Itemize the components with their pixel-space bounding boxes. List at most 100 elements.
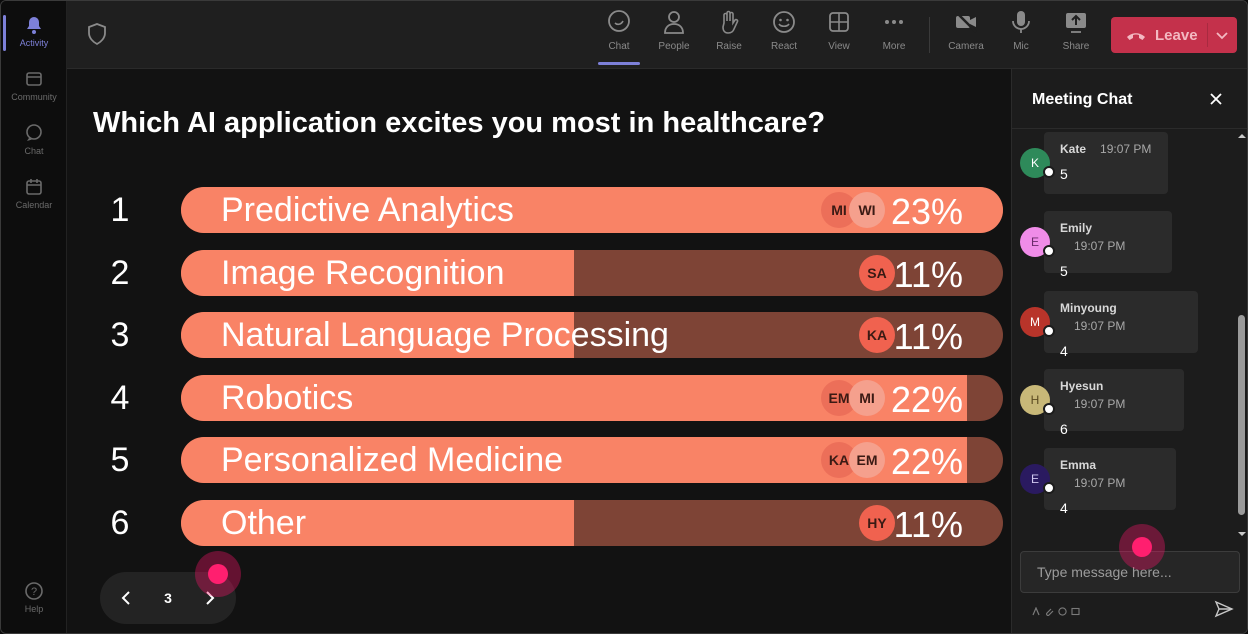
toolbar-view-button[interactable]: View: [814, 9, 864, 63]
presence-dot: [1043, 482, 1055, 494]
message-text: 6: [1060, 421, 1068, 437]
camera-off-icon: [955, 11, 977, 33]
poll-option-bar: Personalized Medicine KA EM 22%: [181, 437, 1003, 483]
toolbar-more-button[interactable]: More: [869, 9, 919, 63]
poll-option-label: Natural Language Processing: [221, 316, 669, 354]
toolbar-react-button[interactable]: React: [759, 9, 809, 63]
shield-icon[interactable]: [87, 23, 107, 45]
presence-dot: [1043, 245, 1055, 257]
poll-option-number: 4: [110, 379, 130, 417]
poll-option-label: Other: [221, 504, 307, 542]
message-bubble: Minyoung 19:07 PM 4: [1044, 291, 1198, 359]
presence-dot: [1043, 325, 1055, 337]
message-time: 19:07 PM: [1074, 397, 1126, 411]
poll-option-percent: 23%: [890, 191, 963, 232]
meeting-toolbar: Chat People Raise React View More Camera: [67, 1, 1247, 69]
chevron-left-icon[interactable]: [116, 588, 136, 608]
poll-option-row[interactable]: 2 Image Recognition SA 11%: [67, 250, 1011, 298]
voter-avatar: EM: [849, 442, 885, 478]
toolbar-divider: [929, 17, 930, 53]
chat-message: Hyesun19:07 PM 6 H: [1020, 369, 1230, 437]
toolbar-label: View: [828, 41, 850, 52]
chevron-down-icon[interactable]: [1211, 24, 1233, 46]
poll-option-row[interactable]: 6 Other HY 11%: [67, 500, 1011, 548]
share-icon: [1066, 13, 1086, 33]
leave-divider: [1207, 23, 1208, 47]
rail-item-label: Calendar: [15, 200, 53, 210]
rail-item-label: Activity: [19, 38, 49, 48]
toolbar-label: Raise: [716, 41, 742, 52]
poll-option-row[interactable]: 1 Predictive Analytics MI WI 23%: [67, 187, 1011, 235]
rail-item-label: Community: [11, 92, 57, 102]
rail-item-calendar[interactable]: Calendar: [1, 171, 67, 223]
svg-text:?: ?: [31, 586, 37, 598]
toolbar-camera-button[interactable]: Camera: [941, 9, 991, 63]
toolbar-chat-button[interactable]: Chat: [594, 9, 644, 65]
message-sender: Kate: [1060, 142, 1087, 156]
poll-option-row[interactable]: 5 Personalized Medicine KA EM 22%: [67, 437, 1011, 485]
scroll-down-arrow-icon[interactable]: [1237, 529, 1247, 539]
smile-icon: [773, 11, 795, 33]
chat-scrollbar-thumb[interactable]: [1238, 315, 1245, 515]
chevron-right-icon[interactable]: [200, 588, 220, 608]
rail-item-community[interactable]: Community: [1, 63, 67, 115]
close-icon[interactable]: [1208, 91, 1224, 107]
message-text: 5: [1060, 166, 1068, 182]
chat-icon: [26, 124, 42, 141]
scroll-up-arrow-icon[interactable]: [1237, 131, 1247, 141]
poll-option-percent: 22%: [890, 379, 963, 420]
format-icon[interactable]: [1032, 603, 1041, 616]
toolbar-label: Mic: [1013, 41, 1029, 52]
hand-icon: [722, 10, 739, 34]
rail-item-help[interactable]: ? Help: [1, 575, 67, 627]
community-icon: [26, 72, 42, 86]
message-bubble: Emma 19:07 PM 4: [1044, 448, 1176, 516]
poll-option-number: 2: [110, 254, 130, 292]
poll-option-bar: Predictive Analytics MI WI 23%: [181, 187, 1003, 233]
attach-icon[interactable]: [1045, 603, 1054, 616]
presence-dot: [1043, 166, 1055, 178]
people-icon: [664, 11, 684, 34]
phone-hangup-icon: [1127, 33, 1145, 40]
poll-option-row[interactable]: 3 Natural Language Processing KA 11%: [67, 312, 1011, 360]
toolbar-label: Chat: [608, 41, 630, 52]
calendar-icon: [26, 179, 42, 195]
compose-toolbar: [1032, 603, 1080, 616]
leave-button[interactable]: Leave: [1111, 17, 1237, 53]
chat-message-input[interactable]: [1020, 551, 1240, 593]
bell-icon: [27, 17, 41, 34]
meeting-chat-panel: Meeting Chat Kate 19:07 PM 5 K Emily19:07…: [1011, 69, 1247, 633]
message-bubble: Hyesun 19:07 PM 6: [1044, 369, 1184, 437]
toolbar-label: People: [658, 41, 690, 52]
rail-item-activity[interactable]: Activity: [1, 9, 67, 61]
send-icon[interactable]: [1214, 599, 1234, 619]
poll-option-label: Predictive Analytics: [221, 191, 514, 229]
message-sender: Minyoung: [1060, 301, 1117, 315]
toolbar-raise-button[interactable]: Raise: [704, 9, 754, 63]
toolbar-share-button[interactable]: Share: [1051, 9, 1101, 63]
toolbar-mic-button[interactable]: Mic: [996, 9, 1046, 63]
pointer-indicator: [1119, 524, 1165, 570]
toolbar-people-button[interactable]: People: [649, 9, 699, 63]
poll-option-number: 1: [110, 191, 130, 229]
poll-option-row[interactable]: 4 Robotics EM MI 22%: [67, 375, 1011, 423]
gif-icon[interactable]: [1071, 603, 1080, 616]
chat-message: Minyoung19:07 PM 4 M: [1020, 291, 1230, 359]
rail-item-chat[interactable]: Chat: [1, 117, 67, 169]
pointer-indicator: [195, 551, 241, 597]
chat-header-divider: [1012, 128, 1247, 129]
poll-question: Which AI application excites you most in…: [93, 107, 826, 139]
voter-avatar: WI: [849, 192, 885, 228]
leave-label: Leave: [1155, 26, 1198, 44]
toolbar-label: More: [882, 41, 906, 52]
poll-option-bar-fill: [181, 250, 575, 296]
voter-avatar: MI: [849, 380, 885, 416]
ellipsis-icon: [885, 20, 903, 24]
chat-message: Kate 19:07 PM 5 K: [1020, 132, 1230, 196]
emoji-icon[interactable]: [1058, 603, 1067, 616]
voter-avatar: HY: [859, 505, 895, 541]
mic-icon: [1012, 11, 1030, 33]
poll-option-number: 6: [110, 504, 130, 542]
chat-icon: [608, 10, 630, 32]
